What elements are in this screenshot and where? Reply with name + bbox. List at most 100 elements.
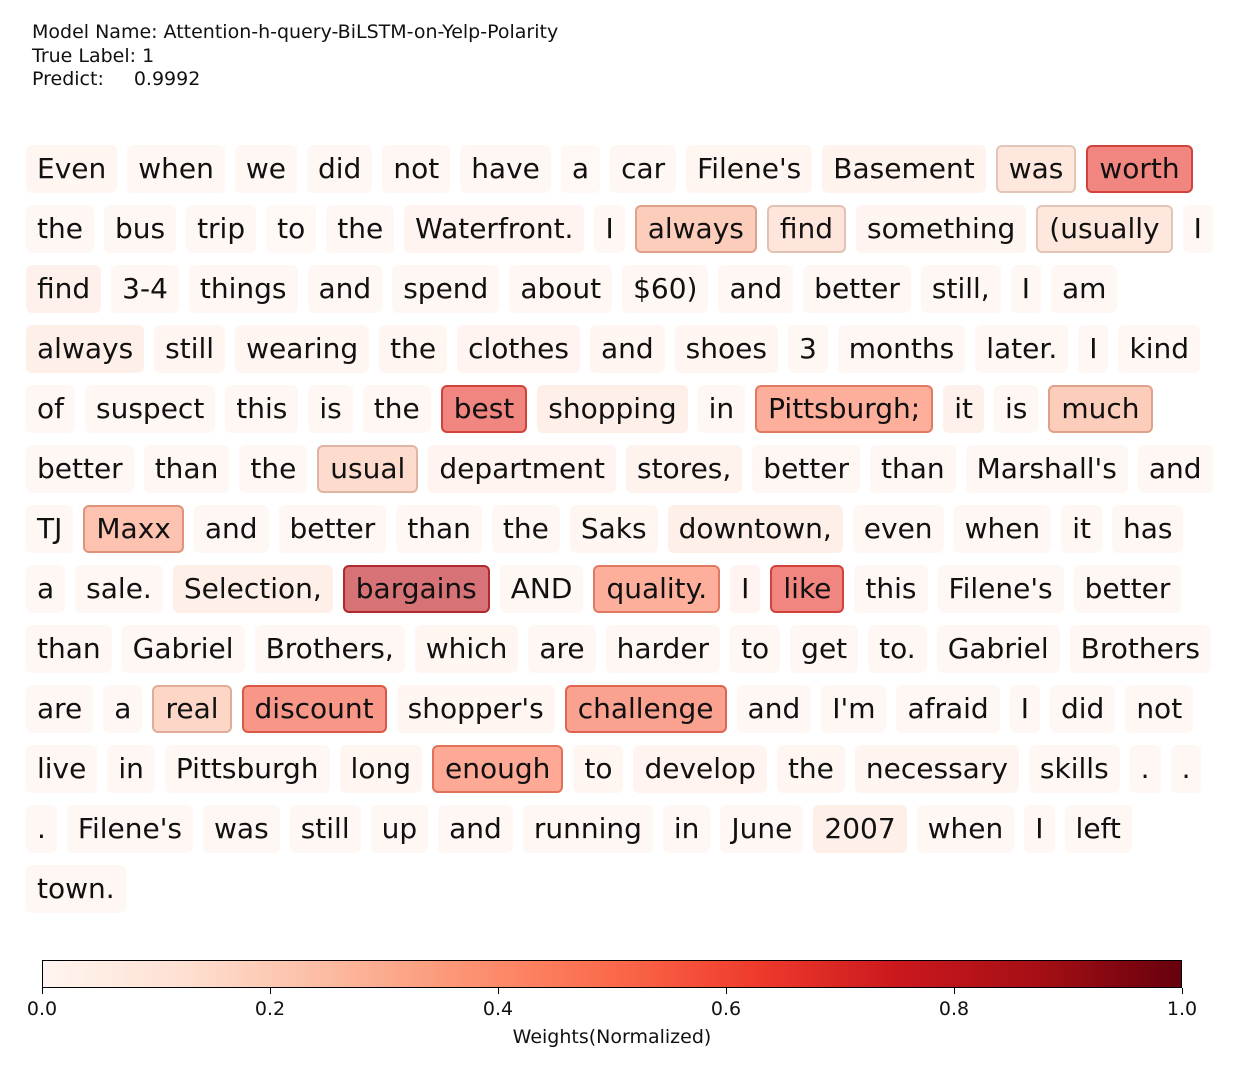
token: a xyxy=(26,565,66,613)
token: the xyxy=(491,505,560,553)
token: skills xyxy=(1028,745,1120,793)
true-label-row: True Label: 1 xyxy=(32,45,558,69)
token: to xyxy=(730,625,781,673)
token: best xyxy=(440,385,528,433)
token: still xyxy=(289,805,361,853)
colorbar-tick xyxy=(497,988,499,994)
token: clothes xyxy=(457,325,580,373)
token: not xyxy=(382,145,451,193)
token: Saks xyxy=(569,505,658,553)
token: and xyxy=(718,265,794,313)
colorbar-tick xyxy=(41,988,43,994)
token: I xyxy=(594,205,625,253)
token: discount xyxy=(241,685,387,733)
token: better xyxy=(278,505,387,553)
token: I xyxy=(1010,265,1041,313)
colorbar-tick xyxy=(269,988,271,994)
colorbar-gradient xyxy=(42,960,1182,988)
token: and xyxy=(307,265,383,313)
token: the xyxy=(362,385,431,433)
token: I xyxy=(1182,205,1213,253)
token: AND xyxy=(499,565,584,613)
token: develop xyxy=(633,745,767,793)
token: spend xyxy=(392,265,500,313)
token: in xyxy=(107,745,155,793)
token: much xyxy=(1048,385,1153,433)
token: the xyxy=(26,205,94,253)
token: not xyxy=(1125,685,1194,733)
token: downtown, xyxy=(667,505,843,553)
token: . xyxy=(26,805,57,853)
predict-row: Predict: 0.9992 xyxy=(32,68,558,92)
predict-label: Predict: xyxy=(32,68,104,90)
token: to. xyxy=(868,625,927,673)
token: Gabriel xyxy=(936,625,1060,673)
token: and xyxy=(438,805,513,853)
token: June xyxy=(720,805,804,853)
token: shoes xyxy=(674,325,778,373)
token: kind xyxy=(1118,325,1200,373)
colorbar-tick-label: 0.8 xyxy=(938,998,970,1020)
token: and xyxy=(1137,445,1213,493)
token: to xyxy=(573,745,624,793)
token: harder xyxy=(605,625,721,673)
token: months xyxy=(837,325,966,373)
token: find xyxy=(26,265,102,313)
token: Brothers xyxy=(1069,625,1211,673)
model-name-label: Model Name: xyxy=(32,21,158,43)
token: always xyxy=(26,325,145,373)
token: bargains xyxy=(342,565,490,613)
token: about xyxy=(509,265,613,313)
token: was xyxy=(203,805,280,853)
predict-value: 0.9992 xyxy=(133,68,201,90)
token: when xyxy=(953,505,1052,553)
colorbar-label: Weights(Normalized) xyxy=(512,1026,712,1048)
token: quality. xyxy=(593,565,721,613)
token: Brothers, xyxy=(254,625,405,673)
token: left xyxy=(1064,805,1132,853)
token: better xyxy=(803,265,911,313)
token: I xyxy=(730,565,761,613)
token: always xyxy=(634,205,757,253)
token: we xyxy=(234,145,297,193)
colorbar-tick xyxy=(725,988,727,994)
token: something xyxy=(856,205,1027,253)
token: Filene's xyxy=(937,565,1064,613)
token: later. xyxy=(975,325,1069,373)
attention-token-heatmap: Even when we did not have a car Filene's Basement… xyxy=(26,145,1226,913)
token: stores, xyxy=(625,445,743,493)
model-name-row: Model Name: Attention-h-query-BiLSTM-on-Y… xyxy=(32,21,558,45)
token: things xyxy=(188,265,298,313)
token: Marshall's xyxy=(965,445,1128,493)
model-name-value: Attention-h-query-BiLSTM-on-Yelp-Polarit… xyxy=(163,21,559,43)
token: Filene's xyxy=(66,805,194,853)
token: challenge xyxy=(564,685,727,733)
token: (usually xyxy=(1036,205,1173,253)
token: Filene's xyxy=(686,145,813,193)
colorbar-ticks: 0.0 0.2 0.4 0.6 0.8 1.0 xyxy=(27,988,1197,1028)
token: sale. xyxy=(75,565,163,613)
token: wearing xyxy=(235,325,370,373)
token: running xyxy=(522,805,653,853)
token: . xyxy=(1170,745,1202,793)
colorbar-tick-label: 0.2 xyxy=(254,998,286,1020)
token: 2007 xyxy=(813,805,907,853)
token: was xyxy=(995,145,1077,193)
token: I xyxy=(1078,325,1109,373)
token: still xyxy=(154,325,226,373)
token: did xyxy=(1049,685,1116,733)
token: and xyxy=(589,325,665,373)
token: I'm xyxy=(821,685,887,733)
token: a xyxy=(103,685,143,733)
colorbar-tick xyxy=(953,988,955,994)
token: the xyxy=(379,325,448,373)
token: usual xyxy=(317,445,419,493)
token: which xyxy=(414,625,519,673)
token: shopping xyxy=(537,385,688,433)
token: it xyxy=(1061,505,1102,553)
token: better xyxy=(752,445,860,493)
token: to xyxy=(266,205,317,253)
token: is xyxy=(308,385,353,433)
colorbar xyxy=(42,960,1182,988)
token: in xyxy=(662,805,711,853)
